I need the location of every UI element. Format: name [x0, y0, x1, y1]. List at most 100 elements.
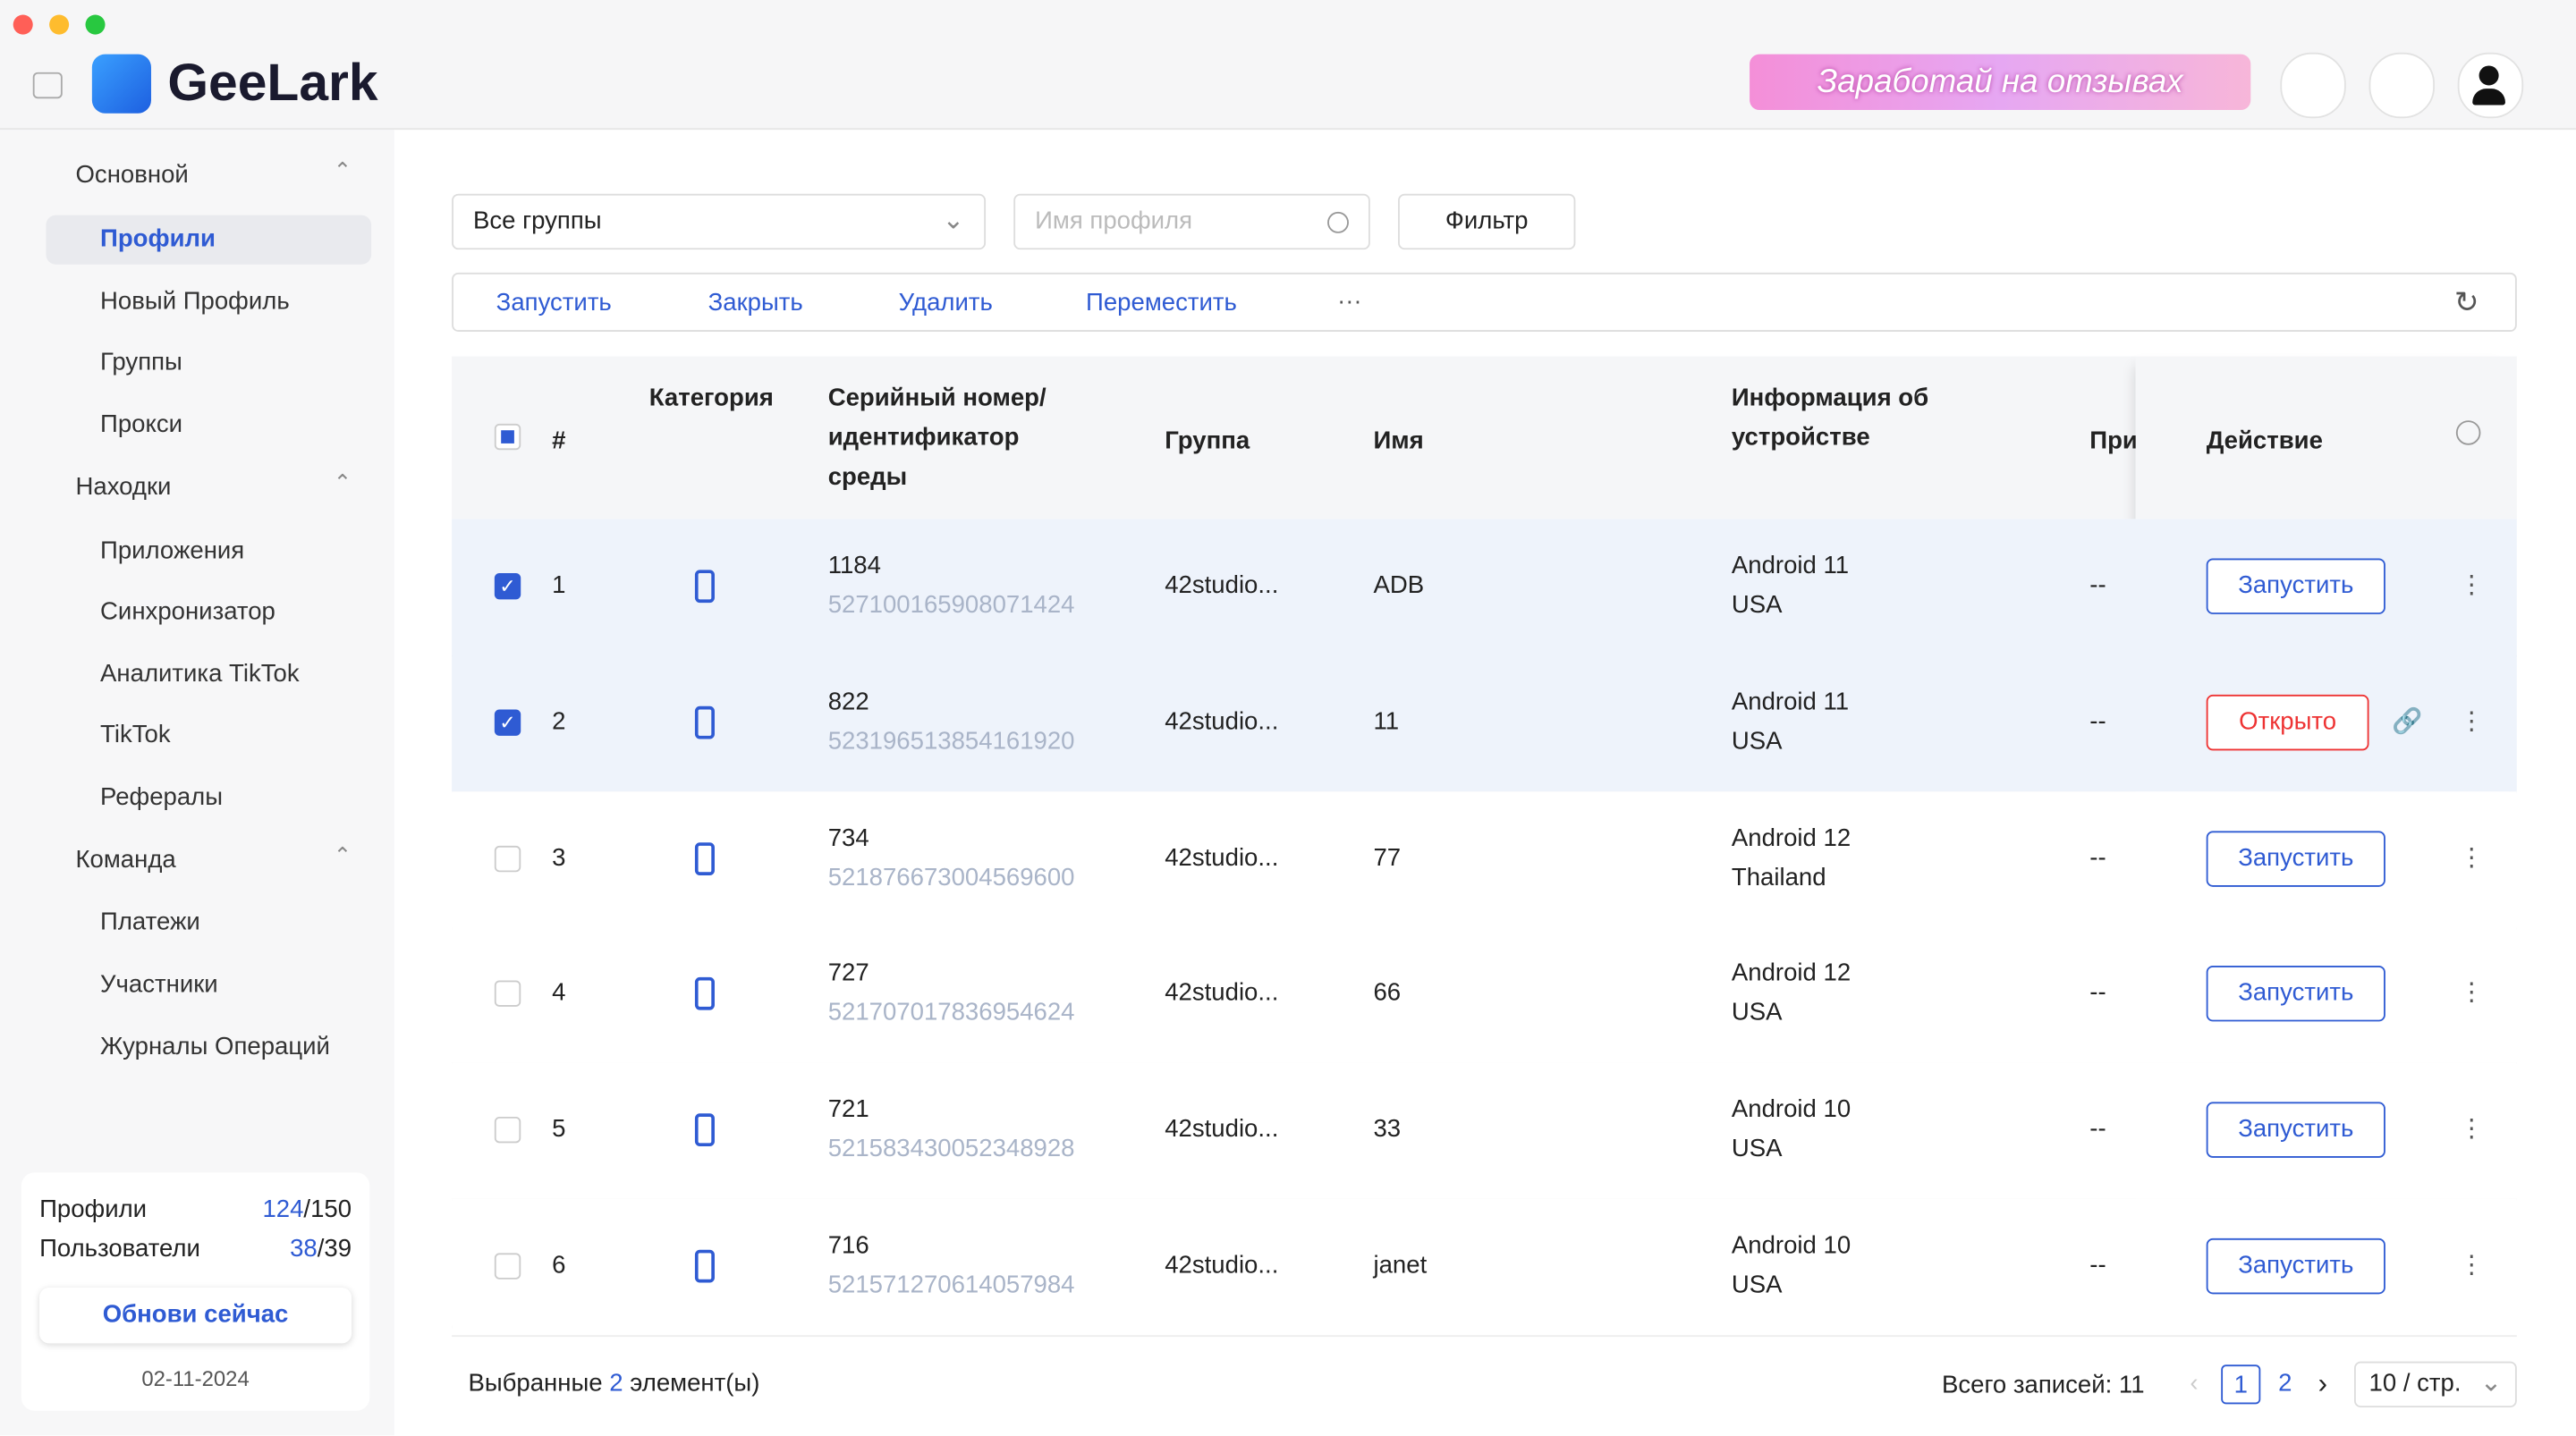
device-icon — [694, 977, 715, 1011]
nav-section[interactable]: Основной — [75, 160, 189, 190]
env-id: 523196513854161920 — [827, 727, 1075, 756]
filter-button[interactable]: Фильтр — [1398, 193, 1576, 250]
os: Android 10 — [1731, 1231, 1852, 1260]
nav-item[interactable]: Приложения — [100, 536, 245, 565]
profiles-label: Профили — [39, 1195, 148, 1224]
page-size[interactable]: 10 / стр. ⌄ — [2353, 1361, 2517, 1408]
column-header: При — [2089, 427, 2136, 455]
selected-suffix: элемент(ы) — [630, 1369, 760, 1398]
prev-page[interactable]: ‹ — [2190, 1369, 2199, 1398]
row-action[interactable]: Запустить — [2206, 558, 2385, 614]
refresh-button[interactable]: ↻ — [2453, 285, 2479, 319]
toolbar-action[interactable]: Переместить — [1086, 289, 1237, 317]
search-input[interactable]: Имя профиля — [1013, 193, 1370, 250]
column-settings[interactable] — [2455, 420, 2481, 445]
sidebar-toggle[interactable] — [32, 72, 63, 99]
extra: -- — [2089, 979, 2106, 1008]
banner-text: Заработай на отзывах — [1817, 63, 2183, 101]
row-checkbox[interactable] — [494, 1117, 521, 1144]
row-menu[interactable]: ⋮ — [2459, 571, 2485, 600]
serial: 1184 — [827, 552, 881, 580]
row-action[interactable]: Запустить — [2206, 966, 2385, 1023]
row-checkbox[interactable]: ✓ — [494, 709, 521, 736]
users-total: /39 — [317, 1235, 352, 1263]
toolbar: ··· ↻ — [452, 272, 2517, 333]
group: 42studio... — [1165, 707, 1279, 736]
extra: -- — [2089, 707, 2106, 736]
nav-item[interactable]: Журналы Операций — [100, 1033, 330, 1061]
toolbar-action[interactable]: Запустить — [496, 289, 612, 317]
nav-section[interactable]: Команда — [75, 845, 176, 874]
column-header: # — [552, 427, 566, 455]
group: 42studio... — [1165, 979, 1279, 1008]
serial: 727 — [827, 959, 869, 988]
nav-item[interactable]: Прокси — [100, 410, 183, 439]
maximize-window[interactable] — [85, 14, 106, 35]
nav-item[interactable]: Рефералы — [100, 783, 224, 812]
extra: -- — [2089, 571, 2106, 600]
row-menu[interactable]: ⋮ — [2459, 1115, 2485, 1144]
row-menu[interactable]: ⋮ — [2459, 979, 2485, 1008]
country: USA — [1731, 999, 1783, 1027]
row-number: 1 — [552, 571, 566, 600]
nav-item[interactable]: Профили — [46, 215, 372, 265]
nav-item[interactable]: TikTok — [100, 721, 171, 749]
name: janet — [1373, 1251, 1428, 1280]
users-count: 38/39 — [290, 1235, 352, 1263]
chevron: ⌃ — [333, 842, 352, 867]
support-button[interactable] — [2280, 52, 2346, 119]
page-number[interactable]: 1 — [2221, 1364, 2261, 1405]
row-checkbox[interactable]: ✓ — [494, 573, 521, 600]
os: Android 12 — [1731, 959, 1852, 988]
group: 42studio... — [1165, 571, 1279, 600]
nav-item[interactable]: Платежи — [100, 908, 200, 936]
nav-item[interactable]: Новый Профиль — [100, 287, 290, 316]
nav-section[interactable]: Находки — [75, 472, 172, 502]
plan-box: Профили 124/150 Пользователи 38/39 Обнов… — [21, 1172, 370, 1411]
row-checkbox[interactable] — [494, 981, 521, 1008]
minimize-window[interactable] — [49, 14, 70, 35]
country: Thailand — [1731, 863, 1826, 891]
serial: 822 — [827, 688, 869, 716]
row-menu[interactable]: ⋮ — [2459, 707, 2485, 736]
nav-item[interactable]: Участники — [100, 970, 218, 999]
nav-item[interactable]: Группы — [100, 348, 182, 376]
group-select-text: Все группы — [472, 207, 602, 235]
row-action[interactable]: Открыто — [2206, 694, 2369, 750]
country: USA — [1731, 1271, 1783, 1299]
account-button[interactable] — [2457, 52, 2524, 119]
page-number[interactable]: 2 — [2278, 1369, 2292, 1398]
row-checkbox[interactable] — [494, 845, 521, 872]
close-window[interactable] — [13, 14, 33, 35]
device-icon — [694, 1113, 715, 1147]
row-checkbox[interactable] — [494, 1253, 521, 1280]
link-icon[interactable]: 🔗 — [2392, 707, 2423, 736]
os: Android 11 — [1731, 552, 1850, 580]
selected-count: 2 — [609, 1369, 623, 1398]
row-number: 2 — [552, 707, 566, 736]
row-action[interactable]: Запустить — [2206, 830, 2385, 887]
date: 02-11-2024 — [141, 1366, 250, 1391]
next-page[interactable]: › — [2318, 1367, 2328, 1399]
nav-item[interactable]: Синхронизатор — [100, 597, 275, 626]
group: 42studio... — [1165, 843, 1279, 872]
column-header: Действие — [2206, 427, 2323, 455]
promo-banner[interactable]: Заработай на отзывах — [1750, 54, 2251, 111]
row-menu[interactable]: ⋮ — [2459, 1251, 2485, 1280]
row-menu[interactable]: ⋮ — [2459, 843, 2485, 872]
row-action[interactable]: Запустить — [2206, 1237, 2385, 1295]
group: 42studio... — [1165, 1115, 1279, 1144]
group-select[interactable]: Все группы ⌄ — [452, 193, 987, 250]
more-actions[interactable]: ··· — [1337, 287, 1362, 316]
upgrade-button[interactable]: Обнови сейчас — [39, 1287, 352, 1344]
notifications-button[interactable] — [2368, 52, 2435, 119]
select-all[interactable] — [494, 423, 521, 451]
chevron: ⌃ — [333, 469, 352, 494]
row-action[interactable]: Запустить — [2206, 1102, 2385, 1159]
toolbar-action[interactable]: Удалить — [898, 289, 993, 317]
search-placeholder: Имя профиля — [1035, 207, 1193, 235]
toolbar-action[interactable]: Закрыть — [708, 289, 803, 317]
serial: 716 — [827, 1231, 869, 1260]
nav-item[interactable]: Аналитика TikTok — [100, 660, 300, 688]
